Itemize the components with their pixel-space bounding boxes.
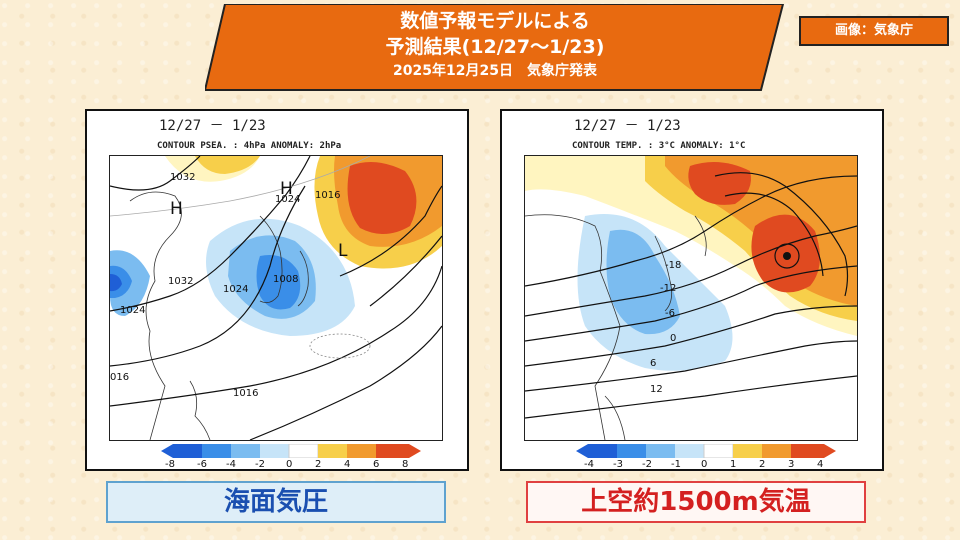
isobar-label: 1016 <box>233 388 258 399</box>
isobar-label: 1024 <box>275 194 300 205</box>
temperature-contour-note: CONTOUR TEMP. : 3°C ANOMALY: 1°C <box>572 141 746 151</box>
colorbar-tick: -2 <box>255 459 265 470</box>
colorbar-tick: 2 <box>759 459 766 470</box>
isotherm-label: 12 <box>650 384 663 395</box>
banner-shape <box>205 4 785 91</box>
colorbar-tick: 1 <box>730 459 737 470</box>
colorbar-tick: 0 <box>701 459 708 470</box>
isotherm-label: -12 <box>660 283 676 294</box>
colorbar-tick: -1 <box>671 459 681 470</box>
temperature-panel: 12/27 － 1/23 CONTOUR TEMP. : 3°C ANOMALY… <box>500 109 884 471</box>
isotherm-label: -18 <box>665 260 681 271</box>
pressure-period: 12/27 － 1/23 <box>159 118 266 134</box>
colorbar-tick: 6 <box>373 459 380 470</box>
isobar-label: 1016 <box>315 190 340 201</box>
colorbar-tick: -2 <box>642 459 652 470</box>
colorbar-tick: 4 <box>344 459 351 470</box>
pressure-contour-note: CONTOUR PSEA. : 4hPa ANOMALY: 2hPa <box>157 141 342 151</box>
isobar-label: 1024 <box>120 305 145 316</box>
low-pressure-marker: L <box>338 241 348 261</box>
colorbar-tick: 3 <box>788 459 795 470</box>
title-banner: 数値予報モデルによる 予測結果(12/27～1/23) 2025年12月25日 … <box>205 4 785 92</box>
temperature-map: -18 -12 -6 0 6 12 <box>524 155 858 441</box>
colorbar-tick: -6 <box>197 459 207 470</box>
high-pressure-marker: H <box>280 179 293 199</box>
colorbar-tick: -4 <box>226 459 236 470</box>
isobar-label: 016 <box>110 372 129 383</box>
pressure-colorbar: -8 -6 -4 -2 0 2 4 6 8 <box>161 443 421 470</box>
image-credit: 画像：気象庁 <box>799 16 949 46</box>
colorbar-tick: 8 <box>402 459 409 470</box>
isobar-label: 1024 <box>223 284 248 295</box>
colorbar-tick: 4 <box>817 459 824 470</box>
pressure-map: 1032 1024 1016 1032 1024 1008 1024 016 1… <box>109 155 443 441</box>
isobar-label: 1032 <box>168 276 193 287</box>
pressure-panel: 12/27 － 1/23 CONTOUR PSEA. : 4hPa ANOMAL… <box>85 109 469 471</box>
temperature-caption: 上空約1500m気温 <box>526 481 866 523</box>
colorbar-tick: 0 <box>286 459 293 470</box>
colorbar-tick: -4 <box>584 459 594 470</box>
isotherm-label: 0 <box>670 333 676 344</box>
temperature-colorbar: -4 -3 -2 -1 0 1 2 3 4 <box>576 443 836 470</box>
pressure-caption: 海面気圧 <box>106 481 446 523</box>
colorbar-tick: -8 <box>165 459 175 470</box>
high-pressure-marker: H <box>170 199 183 219</box>
isotherm-label: 6 <box>650 358 656 369</box>
colorbar-tick: -3 <box>613 459 623 470</box>
banner-period: 予測結果(12/27～1/23) <box>385 36 605 58</box>
isotherm-label: -6 <box>665 308 675 319</box>
banner-date: 2025年12月25日 気象庁発表 <box>393 63 597 79</box>
temperature-period: 12/27 － 1/23 <box>574 118 681 134</box>
colorbar-tick: 2 <box>315 459 322 470</box>
isobar-label: 1032 <box>170 172 195 183</box>
banner-title: 数値予報モデルによる <box>400 10 590 32</box>
isobar-label: 1008 <box>273 274 298 285</box>
